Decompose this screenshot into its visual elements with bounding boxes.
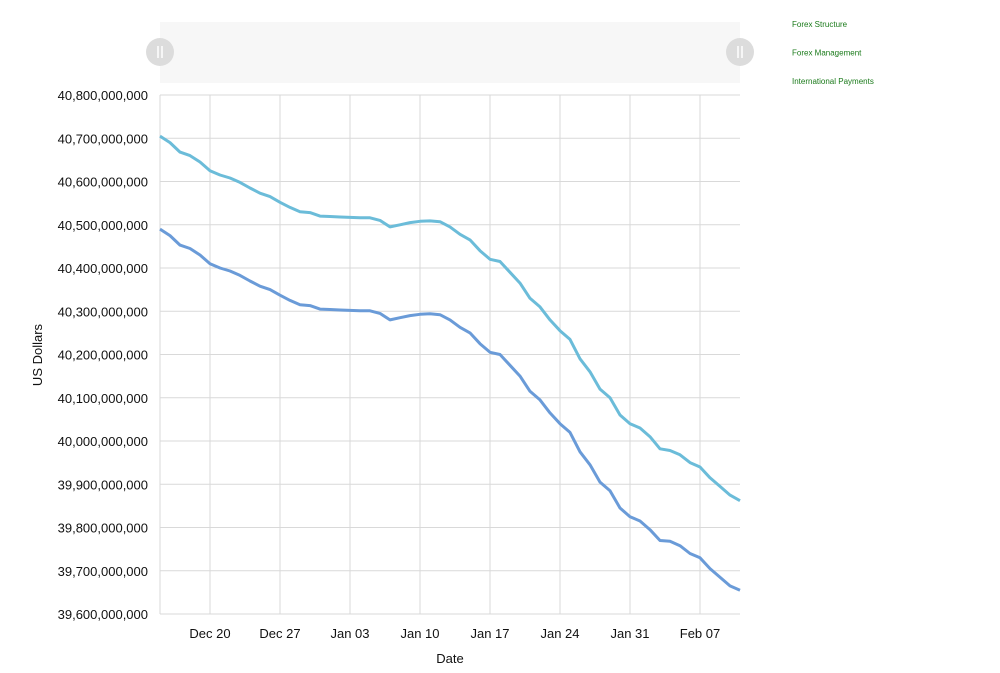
slider-handle[interactable] — [726, 38, 754, 66]
y-tick-label: 39,700,000,000 — [58, 564, 148, 579]
x-tick-label: Dec 27 — [259, 626, 300, 641]
y-tick-label: 40,600,000,000 — [58, 175, 148, 190]
slider-handle[interactable] — [146, 38, 174, 66]
legend-entry[interactable]: International Payments — [792, 77, 874, 86]
y-tick-label: 40,800,000,000 — [58, 88, 148, 103]
x-tick-label: Jan 03 — [330, 626, 369, 641]
y-tick-label: 40,500,000,000 — [58, 218, 148, 233]
x-axis-label: Date — [436, 651, 463, 666]
legend-entry[interactable]: Forex Management — [792, 49, 862, 58]
x-tick-label: Feb 07 — [680, 626, 720, 641]
y-tick-label: 40,300,000,000 — [58, 304, 148, 319]
series-line — [159, 134, 741, 503]
range-slider[interactable] — [160, 22, 740, 83]
x-tick-label: Jan 31 — [610, 626, 649, 641]
y-tick-label: 39,900,000,000 — [58, 477, 148, 492]
y-tick-label: 39,600,000,000 — [58, 607, 148, 622]
y-tick-label: 40,400,000,000 — [58, 261, 148, 276]
y-tick-label: 40,000,000,000 — [58, 434, 148, 449]
series-line — [159, 227, 741, 592]
x-tick-label: Jan 24 — [540, 626, 579, 641]
y-tick-label: 40,100,000,000 — [58, 391, 148, 406]
x-tick-label: Jan 10 — [400, 626, 439, 641]
y-axis-label: US Dollars — [30, 323, 45, 386]
x-tick-label: Jan 17 — [470, 626, 509, 641]
legend-entry[interactable]: Forex Structure — [792, 20, 848, 29]
y-tick-label: 39,800,000,000 — [58, 521, 148, 536]
y-tick-label: 40,200,000,000 — [58, 348, 148, 363]
x-tick-label: Dec 20 — [189, 626, 230, 641]
y-tick-label: 40,700,000,000 — [58, 131, 148, 146]
